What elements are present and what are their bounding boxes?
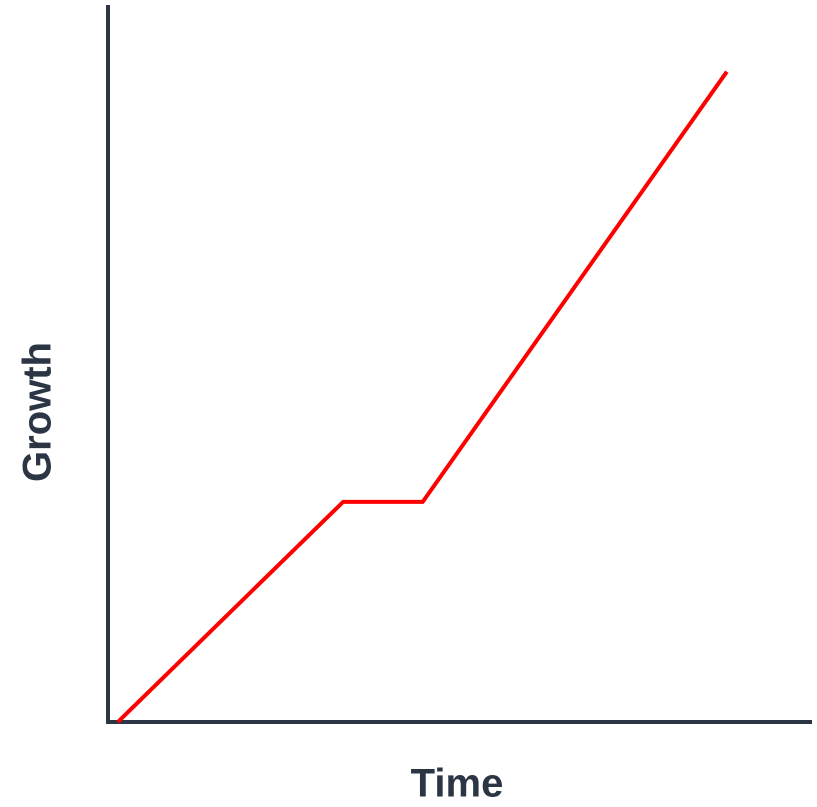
y-axis-label: Growth bbox=[16, 342, 60, 482]
x-axis-label: Time bbox=[411, 762, 504, 806]
line bbox=[116, 70, 729, 724]
